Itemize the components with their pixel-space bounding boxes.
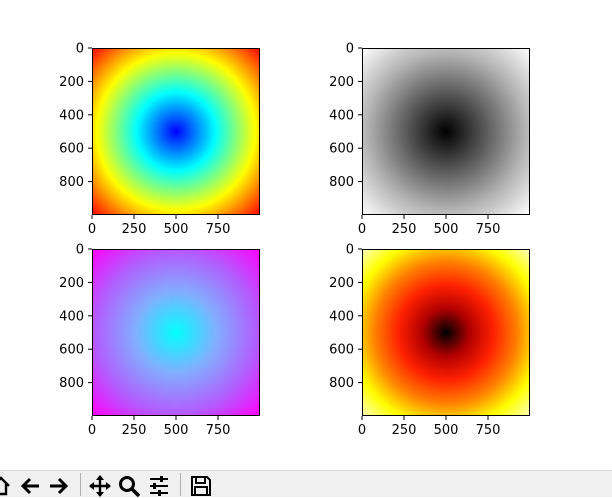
y-tick-label: 800 bbox=[329, 376, 354, 391]
x-tick-label: 750 bbox=[206, 222, 231, 237]
y-tick-label: 400 bbox=[329, 108, 354, 123]
y-tick-label: 200 bbox=[59, 276, 84, 291]
x-tick-label: 0 bbox=[358, 222, 366, 237]
y-tick-label: 0 bbox=[76, 243, 84, 258]
figure-canvas: 0 250 500 750 0 200 400 600 800 0 250 500 750 0 200 400… bbox=[59, 42, 530, 438]
y-tick-label: 600 bbox=[329, 142, 354, 157]
x-tick-label: 250 bbox=[122, 423, 147, 438]
forward-button[interactable] bbox=[46, 473, 72, 498]
y-tick-label: 400 bbox=[329, 309, 354, 324]
home-button[interactable] bbox=[0, 473, 14, 498]
x-tick-label: 500 bbox=[434, 222, 459, 237]
home-icon bbox=[0, 475, 10, 495]
subplot-1: 0 250 500 750 0 200 400 600 800 bbox=[59, 42, 260, 237]
axes-frame bbox=[92, 48, 260, 215]
subplot-4: 0 250 500 750 0 200 400 600 800 bbox=[329, 243, 530, 438]
pan-button[interactable] bbox=[87, 473, 113, 498]
x-tick-label: 500 bbox=[434, 423, 459, 438]
y-tick-label: 0 bbox=[346, 243, 354, 258]
save-button[interactable] bbox=[188, 473, 214, 498]
configure-subplots-button[interactable] bbox=[146, 473, 172, 498]
x-tick-label: 250 bbox=[392, 222, 417, 237]
x-tick-label: 500 bbox=[164, 423, 189, 438]
arrow-left-icon bbox=[20, 477, 39, 494]
y-tick-label: 200 bbox=[329, 276, 354, 291]
y-tick-label: 400 bbox=[59, 309, 84, 324]
navigation-toolbar bbox=[0, 470, 612, 497]
zoom-button[interactable] bbox=[116, 473, 142, 498]
axes-frame bbox=[92, 249, 260, 416]
heatmap-image bbox=[362, 249, 530, 416]
y-tick-label: 0 bbox=[76, 42, 84, 57]
magnifier-icon bbox=[119, 475, 141, 497]
y-tick-label: 600 bbox=[59, 343, 84, 358]
y-tick-label: 800 bbox=[329, 175, 354, 190]
x-tick-label: 0 bbox=[88, 423, 96, 438]
back-button[interactable] bbox=[17, 473, 43, 498]
floppy-disk-icon bbox=[191, 475, 211, 496]
heatmap-image bbox=[92, 249, 260, 416]
x-tick-label: 750 bbox=[476, 222, 501, 237]
sliders-icon bbox=[150, 475, 168, 496]
toolbar-separator bbox=[180, 473, 181, 496]
x-tick-label: 0 bbox=[88, 222, 96, 237]
arrow-right-icon bbox=[50, 477, 69, 494]
toolbar-separator bbox=[80, 473, 81, 496]
x-tick-label: 250 bbox=[122, 222, 147, 237]
move-arrows-icon bbox=[89, 474, 111, 497]
x-tick-label: 500 bbox=[164, 222, 189, 237]
y-tick-label: 800 bbox=[59, 376, 84, 391]
y-tick-label: 600 bbox=[329, 343, 354, 358]
heatmap-image bbox=[362, 48, 530, 215]
y-tick-label: 200 bbox=[59, 75, 84, 90]
axes-frame bbox=[362, 48, 530, 215]
y-tick-label: 800 bbox=[59, 175, 84, 190]
y-tick-label: 400 bbox=[59, 108, 84, 123]
y-tick-label: 0 bbox=[346, 42, 354, 57]
x-tick-label: 750 bbox=[476, 423, 501, 438]
y-tick-label: 600 bbox=[59, 142, 84, 157]
y-tick-label: 200 bbox=[329, 75, 354, 90]
x-tick-label: 0 bbox=[358, 423, 366, 438]
axes-frame bbox=[362, 249, 530, 416]
subplot-2: 0 250 500 750 0 200 400 600 800 bbox=[329, 42, 530, 237]
heatmap-image bbox=[92, 48, 260, 215]
x-tick-label: 750 bbox=[206, 423, 231, 438]
x-tick-label: 250 bbox=[392, 423, 417, 438]
subplot-3: 0 250 500 750 0 200 400 600 800 bbox=[59, 243, 260, 438]
